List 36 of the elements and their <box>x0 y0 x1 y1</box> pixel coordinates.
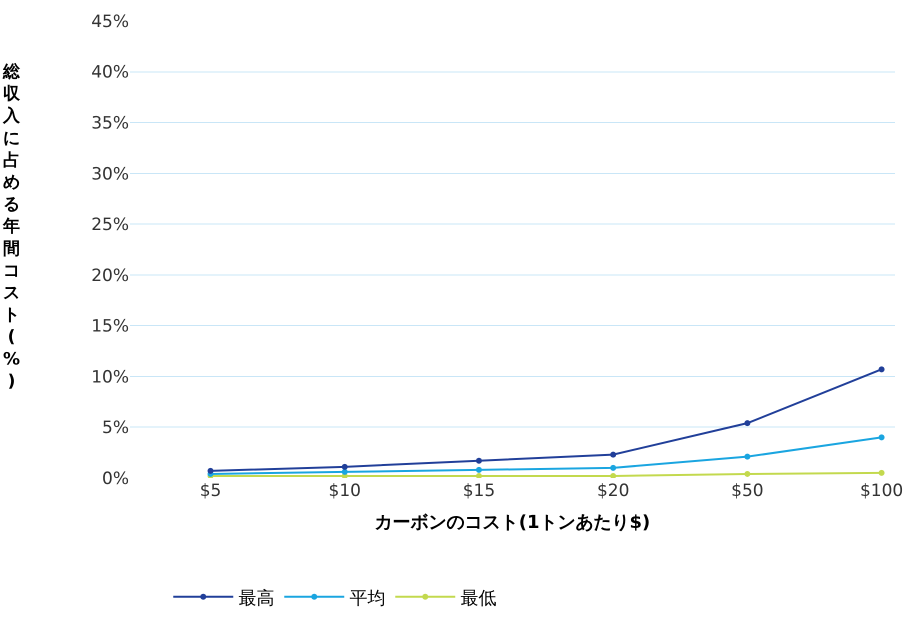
y-tick-label: 45% <box>91 12 129 32</box>
x-tick-label: $10 <box>328 481 361 501</box>
point <box>342 464 348 470</box>
y-tick-label: 30% <box>91 164 129 184</box>
point <box>208 468 214 474</box>
x-axis-title: カーボンのコスト(1トンあたり$) <box>374 512 650 534</box>
point <box>610 452 616 458</box>
x-tick-label: $100 <box>860 481 904 501</box>
point <box>878 434 885 440</box>
x-tick-label: $15 <box>462 481 496 501</box>
legend-label: 最低 <box>460 588 496 609</box>
legend-label: 最高 <box>238 588 274 609</box>
point <box>476 458 482 464</box>
x-tick-label: $50 <box>731 481 764 501</box>
x-tick-label: $5 <box>200 481 222 501</box>
y-tick-label: 25% <box>91 215 129 236</box>
text: 総収入に占める年間コスト(%) <box>2 62 20 392</box>
point <box>476 472 482 478</box>
y-tick-label: 5% <box>102 418 129 438</box>
y-tick-label: 15% <box>91 316 129 337</box>
point <box>878 470 885 476</box>
point <box>610 472 616 478</box>
point <box>342 468 348 475</box>
y-tick-label: 0% <box>102 468 129 489</box>
x-tick-label: $20 <box>596 481 630 501</box>
point <box>744 454 750 460</box>
y-tick-label: 20% <box>91 266 129 286</box>
point <box>610 464 616 471</box>
point <box>476 466 482 473</box>
y-tick-label: 40% <box>91 62 129 83</box>
y-tick-label: 35% <box>91 114 129 134</box>
y-tick-label: 10% <box>91 367 129 388</box>
point <box>878 366 885 372</box>
legend-label: 平均 <box>349 588 386 609</box>
point <box>744 420 750 426</box>
point <box>744 470 750 477</box>
